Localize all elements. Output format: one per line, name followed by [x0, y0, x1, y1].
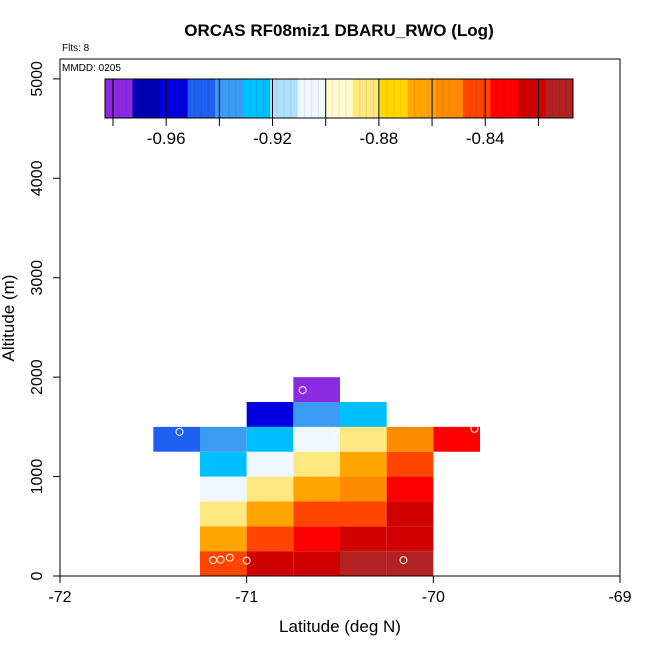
colorbar-segment — [462, 79, 491, 118]
x-tick-label: -72 — [48, 589, 71, 606]
observation-point — [242, 556, 251, 565]
colorbar-frame — [104, 78, 574, 119]
colorbar-segment — [325, 79, 354, 118]
heatmap-cell — [293, 426, 340, 452]
heatmap-cell — [246, 402, 294, 427]
colorbar-segment — [132, 79, 161, 118]
x-tick-label: -71 — [235, 589, 258, 606]
heatmap-cell — [200, 551, 247, 576]
heatmap-cell — [386, 476, 434, 502]
heatmap-cell — [386, 501, 434, 527]
observation-point — [330, 426, 339, 435]
y-tick-label: 1000 — [29, 459, 46, 495]
heatmap-cell — [293, 402, 340, 427]
heatmap-cell — [246, 476, 294, 502]
colorbar-segment — [297, 79, 326, 118]
colorbar: -0.96 -0.92 -0.88 -0.84 — [104, 78, 574, 148]
colorbar-segment — [517, 79, 546, 118]
colorbar-segment — [380, 79, 409, 118]
observation-point — [470, 424, 479, 433]
heatmap-cell — [386, 551, 434, 576]
colorbar-segment — [352, 79, 381, 118]
x-axis-label: Latitude (deg N) — [279, 617, 401, 636]
heatmap-cell — [386, 426, 434, 452]
heatmap-cell — [246, 526, 294, 552]
date-note: MMDD: 0205 — [62, 63, 121, 74]
y-tick-label: 5000 — [29, 61, 46, 97]
heatmap-cell — [293, 476, 340, 502]
observation-point — [399, 556, 408, 565]
x-tick-label: -69 — [608, 589, 631, 606]
colorbar-segment — [270, 79, 299, 118]
heatmap-cell — [340, 551, 387, 576]
colorbar-segment — [435, 79, 464, 118]
heatmap-cell — [340, 426, 387, 452]
heatmap-cell — [340, 451, 387, 477]
heatmap-cell — [200, 476, 247, 502]
heatmap-cell — [340, 402, 387, 427]
x-axis: -72 -71 -70 -69 — [48, 576, 632, 606]
plot-frame — [59, 58, 621, 577]
x-tick-label: -70 — [422, 589, 445, 606]
heatmap-cell — [293, 501, 340, 527]
heatmap-cell — [293, 451, 340, 477]
heatmap-cell — [246, 551, 294, 576]
colorbar-segment — [490, 79, 519, 118]
observation-point — [216, 555, 225, 564]
heatmap-cell — [293, 526, 340, 552]
heatmap-cell — [200, 451, 247, 477]
y-axis-label: Altitude (m) — [0, 275, 18, 362]
colorbar-tick-label: -0.96 — [147, 129, 186, 148]
flights-note: Flts: 8 — [62, 43, 90, 54]
heatmap-cell — [293, 551, 340, 576]
colorbar-segment — [105, 79, 134, 118]
heatmap-cell — [433, 426, 480, 452]
colorbar-segment — [407, 79, 436, 118]
y-tick-label: 2000 — [29, 359, 46, 395]
heatmap-cells — [153, 377, 480, 576]
observation-point — [298, 386, 307, 395]
y-tick-label: 0 — [29, 571, 46, 580]
heatmap-cell — [340, 476, 387, 502]
observation-point — [225, 553, 234, 562]
heatmap-cell — [340, 526, 387, 552]
colorbar-segment — [187, 79, 216, 118]
heatmap-cell — [386, 451, 434, 477]
y-tick-label: 3000 — [29, 260, 46, 296]
heatmap-cell — [200, 426, 247, 452]
y-tick-label: 4000 — [29, 160, 46, 196]
y-axis: 0 1000 2000 3000 4000 5000 — [29, 61, 60, 580]
colorbar-segment — [242, 79, 271, 118]
observation-points — [175, 386, 479, 565]
chart-title: ORCAS RF08miz1 DBARU_RWO (Log) — [184, 21, 493, 40]
heatmap-cell — [293, 377, 340, 403]
heatmap-cell — [386, 526, 434, 552]
colorbar-segment — [160, 79, 189, 118]
observation-point — [175, 427, 184, 436]
colorbar-tick-label: -0.84 — [466, 129, 505, 148]
heatmap-cell — [340, 501, 387, 527]
heatmap-cell — [153, 426, 200, 452]
heatmap-cell — [246, 426, 294, 452]
colorbar-tick-label: -0.88 — [360, 129, 399, 148]
heatmap-cell — [246, 451, 294, 477]
colorbar-segment — [545, 79, 574, 118]
heatmap-cell — [200, 501, 247, 527]
colorbar-tick-label: -0.92 — [253, 129, 292, 148]
heatmap-cell — [246, 501, 294, 527]
heatmap-cell — [200, 526, 247, 552]
